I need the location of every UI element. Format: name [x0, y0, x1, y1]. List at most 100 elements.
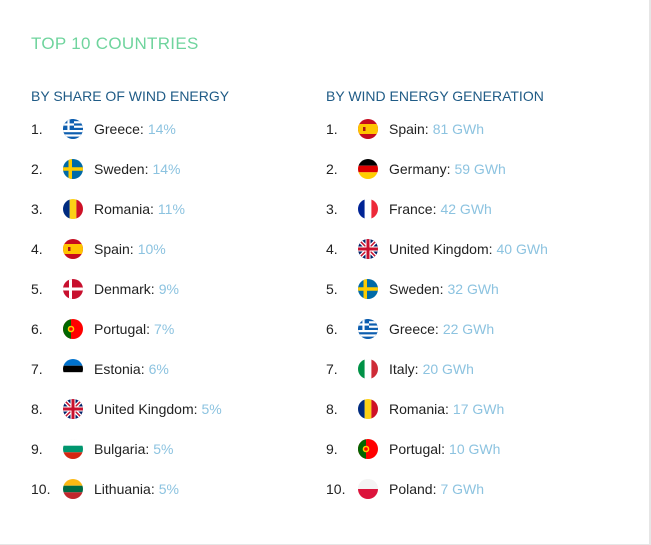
- country-name: Portugal:: [94, 321, 151, 337]
- sweden-flag-icon: [63, 159, 83, 179]
- rank-number: 7.: [31, 361, 43, 377]
- lithuania-flag-icon: [63, 479, 83, 499]
- sweden-flag-icon: [358, 279, 378, 299]
- country-name: Spain:: [94, 241, 134, 257]
- country-value: 7%: [154, 321, 175, 337]
- rank-number: 6.: [31, 321, 43, 337]
- list-item: 7. Estonia: 6%: [31, 349, 321, 389]
- country-name: Estonia:: [94, 361, 145, 377]
- greece-flag-icon: [63, 119, 83, 139]
- country-value: 7 GWh: [440, 481, 485, 497]
- country-name: Romania:: [389, 401, 449, 417]
- poland-flag-icon: [358, 479, 378, 499]
- list-item: 2. Sweden: 14%: [31, 149, 321, 189]
- country-value: 5%: [153, 441, 174, 457]
- rank-number: 2.: [31, 161, 43, 177]
- rank-number: 10.: [31, 481, 51, 497]
- list-item: 3. France: 42 GWh: [326, 189, 616, 229]
- list-item: 8. United Kingdom: 5%: [31, 389, 321, 429]
- list-item: 6. Greece: 22 GWh: [326, 309, 616, 349]
- country-value: 59 GWh: [454, 161, 506, 177]
- estonia-flag-icon: [63, 359, 83, 379]
- share-list: 1. Greece: 14% 2. Sweden: 14% 3. Romania: 11% 4. S…: [31, 109, 321, 509]
- country-value: 22 GWh: [442, 321, 495, 337]
- list-item: 1. Greece: 14%: [31, 109, 321, 149]
- rank-number: 7.: [326, 361, 338, 377]
- rank-number: 4.: [31, 241, 43, 257]
- country-value: 14%: [147, 121, 176, 137]
- greece-flag-icon: [358, 319, 378, 339]
- country-value: 11%: [157, 201, 185, 217]
- list-item: 10. Lithuania: 5%: [31, 469, 321, 509]
- denmark-flag-icon: [63, 279, 83, 299]
- country-value: 81 GWh: [432, 121, 485, 137]
- rank-number: 10.: [326, 481, 346, 497]
- country-name: United Kingdom:: [94, 401, 198, 417]
- list-item: 4. United Kingdom: 40 GWh: [326, 229, 616, 269]
- country-name: United Kingdom:: [389, 241, 493, 257]
- uk-flag-icon: [358, 239, 378, 259]
- romania-flag-icon: [63, 199, 83, 219]
- rank-number: 6.: [326, 321, 338, 337]
- country-name: Sweden:: [389, 281, 444, 297]
- country-name: Spain:: [389, 121, 429, 137]
- country-value: 42 GWh: [440, 201, 492, 217]
- country-name: France:: [389, 201, 437, 217]
- country-value: 10 GWh: [449, 441, 501, 457]
- list-item: 3. Romania: 11%: [31, 189, 321, 229]
- spain-flag-icon: [63, 239, 83, 259]
- rank-number: 4.: [326, 241, 338, 257]
- france-flag-icon: [358, 199, 378, 219]
- share-heading: BY SHARE OF WIND ENERGY: [31, 88, 230, 104]
- country-name: Poland:: [389, 481, 437, 497]
- romania-flag-icon: [358, 399, 378, 419]
- rank-number: 5.: [31, 281, 43, 297]
- country-value: 5%: [201, 401, 222, 417]
- rank-number: 1.: [326, 121, 338, 137]
- rank-number: 3.: [31, 201, 43, 217]
- country-value: 9%: [158, 281, 179, 297]
- list-item: 5. Sweden: 32 GWh: [326, 269, 616, 309]
- uk-flag-icon: [63, 399, 83, 419]
- country-name: Portugal:: [389, 441, 446, 457]
- country-name: Lithuania:: [94, 481, 155, 497]
- rank-number: 8.: [326, 401, 338, 417]
- italy-flag-icon: [358, 359, 378, 379]
- share-column: BY SHARE OF WIND ENERGY 1. Greece: 14% 2. Sw…: [31, 88, 321, 509]
- list-item: 5. Denmark: 9%: [31, 269, 321, 309]
- country-name: Sweden:: [94, 161, 149, 177]
- rank-number: 9.: [326, 441, 338, 457]
- country-value: 6%: [148, 361, 169, 377]
- country-value: 40 GWh: [496, 241, 548, 257]
- country-value: 5%: [158, 481, 179, 497]
- generation-heading: BY WIND ENERGY GENERATION: [326, 88, 544, 104]
- list-item: 8. Romania: 17 GWh: [326, 389, 616, 429]
- rank-number: 2.: [326, 161, 338, 177]
- list-item: 2. Germany: 59 GWh: [326, 149, 616, 189]
- list-item: 10. Poland: 7 GWh: [326, 469, 616, 509]
- list-item: 4. Spain: 10%: [31, 229, 321, 269]
- list-item: 9. Portugal: 10 GWh: [326, 429, 616, 469]
- country-name: Bulgaria:: [94, 441, 150, 457]
- list-item: 1. Spain: 81 GWh: [326, 109, 616, 149]
- portugal-flag-icon: [358, 439, 378, 459]
- germany-flag-icon: [358, 159, 378, 179]
- country-value: 17 GWh: [452, 401, 505, 417]
- country-name: Romania:: [94, 201, 154, 217]
- bulgaria-flag-icon: [63, 439, 83, 459]
- generation-column: BY WIND ENERGY GENERATION 1. Spain: 81 GWh…: [326, 88, 616, 509]
- country-name: Italy:: [389, 361, 419, 377]
- list-item: 6. Portugal: 7%: [31, 309, 321, 349]
- spain-flag-icon: [358, 119, 378, 139]
- rank-number: 5.: [326, 281, 338, 297]
- list-item: 9. Bulgaria: 5%: [31, 429, 321, 469]
- country-value: 20 GWh: [422, 361, 474, 377]
- right-border: [649, 0, 651, 545]
- list-item: 7. Italy: 20 GWh: [326, 349, 616, 389]
- country-name: Denmark:: [94, 281, 155, 297]
- rank-number: 3.: [326, 201, 338, 217]
- country-name: Greece:: [94, 121, 144, 137]
- rank-number: 9.: [31, 441, 43, 457]
- country-name: Germany:: [389, 161, 451, 177]
- country-value: 14%: [152, 161, 181, 177]
